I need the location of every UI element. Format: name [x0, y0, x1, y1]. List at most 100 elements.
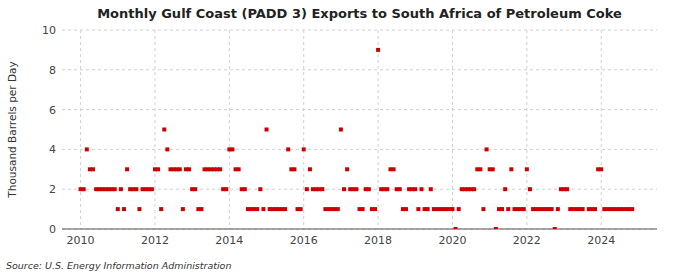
title: Monthly Gulf Coast (PADD 3) Exports to S… [97, 6, 622, 21]
point [125, 167, 129, 171]
source: Source: U.S. Energy Information Administ… [6, 260, 231, 271]
y-grid-line [62, 109, 657, 110]
point [137, 207, 141, 211]
point [354, 187, 358, 191]
x-grid-line [303, 30, 304, 229]
x-grid-line [154, 30, 155, 229]
y-grid-line [62, 229, 657, 230]
point [385, 187, 389, 191]
point [320, 187, 324, 191]
y-tick-label: 8 [49, 64, 56, 77]
point [119, 187, 123, 191]
point [525, 167, 529, 171]
point [367, 187, 371, 191]
point [237, 167, 241, 171]
point [122, 207, 126, 211]
x-grid-line [229, 30, 230, 229]
x-grid-line [526, 30, 527, 229]
x-grid-line [452, 30, 453, 229]
grid [62, 30, 657, 229]
point [258, 187, 262, 191]
point [457, 207, 461, 211]
point [550, 207, 554, 211]
point [302, 147, 306, 151]
point [218, 167, 222, 171]
x-tick-label: 2014 [215, 234, 243, 247]
point [522, 207, 526, 211]
point [224, 187, 228, 191]
x-tick-label: 2016 [290, 234, 318, 247]
point [193, 187, 197, 191]
point [286, 147, 290, 151]
chart: Monthly Gulf Coast (PADD 3) Exports to S… [0, 0, 675, 275]
point [292, 167, 296, 171]
point [159, 207, 163, 211]
point [485, 147, 489, 151]
point [178, 167, 182, 171]
point [416, 207, 420, 211]
x-grid-line [601, 30, 602, 229]
point [305, 187, 309, 191]
point [450, 207, 454, 211]
y-tick-label: 0 [49, 223, 56, 236]
point [556, 207, 560, 211]
points [79, 48, 635, 229]
y-axis-label: Thousand Barrels per Day [6, 61, 18, 198]
x-tick-label: 2012 [141, 234, 169, 247]
point [91, 167, 95, 171]
point [593, 207, 597, 211]
x-grid-line [80, 30, 81, 229]
point [187, 167, 191, 171]
point [199, 207, 203, 211]
point [494, 227, 498, 229]
point [491, 167, 495, 171]
point [404, 207, 408, 211]
x-tick-label: 2020 [438, 234, 466, 247]
point [255, 207, 259, 211]
x-tick-label: 2024 [587, 234, 615, 247]
point [134, 187, 138, 191]
point [230, 147, 234, 151]
y-tick-label: 2 [49, 183, 56, 196]
point [426, 207, 430, 211]
point [373, 207, 377, 211]
point [429, 187, 433, 191]
point [472, 187, 476, 191]
y-grid-line [62, 30, 657, 31]
point [116, 207, 120, 211]
point [413, 187, 417, 191]
point [181, 207, 185, 211]
point [162, 128, 166, 132]
x-axis-line [62, 229, 657, 230]
point [261, 207, 265, 211]
point [299, 207, 303, 211]
point [85, 147, 89, 151]
point [630, 207, 634, 211]
x-tick-label: 2018 [364, 234, 392, 247]
point [599, 167, 603, 171]
point [553, 227, 557, 229]
y-tick-label: 4 [49, 143, 56, 156]
point [308, 167, 312, 171]
y-tick-label: 10 [42, 24, 56, 37]
point [342, 187, 346, 191]
point [506, 207, 510, 211]
x-tick-label: 2010 [67, 234, 95, 247]
y-tick-label: 6 [49, 104, 56, 117]
point [113, 187, 117, 191]
x-tick-label: 2022 [513, 234, 541, 247]
point [283, 207, 287, 211]
point [481, 207, 485, 211]
point [509, 167, 513, 171]
x-grid-line [378, 30, 379, 229]
point [361, 207, 365, 211]
point [156, 167, 160, 171]
point [376, 48, 380, 52]
point [454, 227, 458, 229]
point [165, 147, 169, 151]
point [398, 187, 402, 191]
point [150, 187, 154, 191]
point [503, 187, 507, 191]
point [265, 128, 269, 132]
point [339, 128, 343, 132]
